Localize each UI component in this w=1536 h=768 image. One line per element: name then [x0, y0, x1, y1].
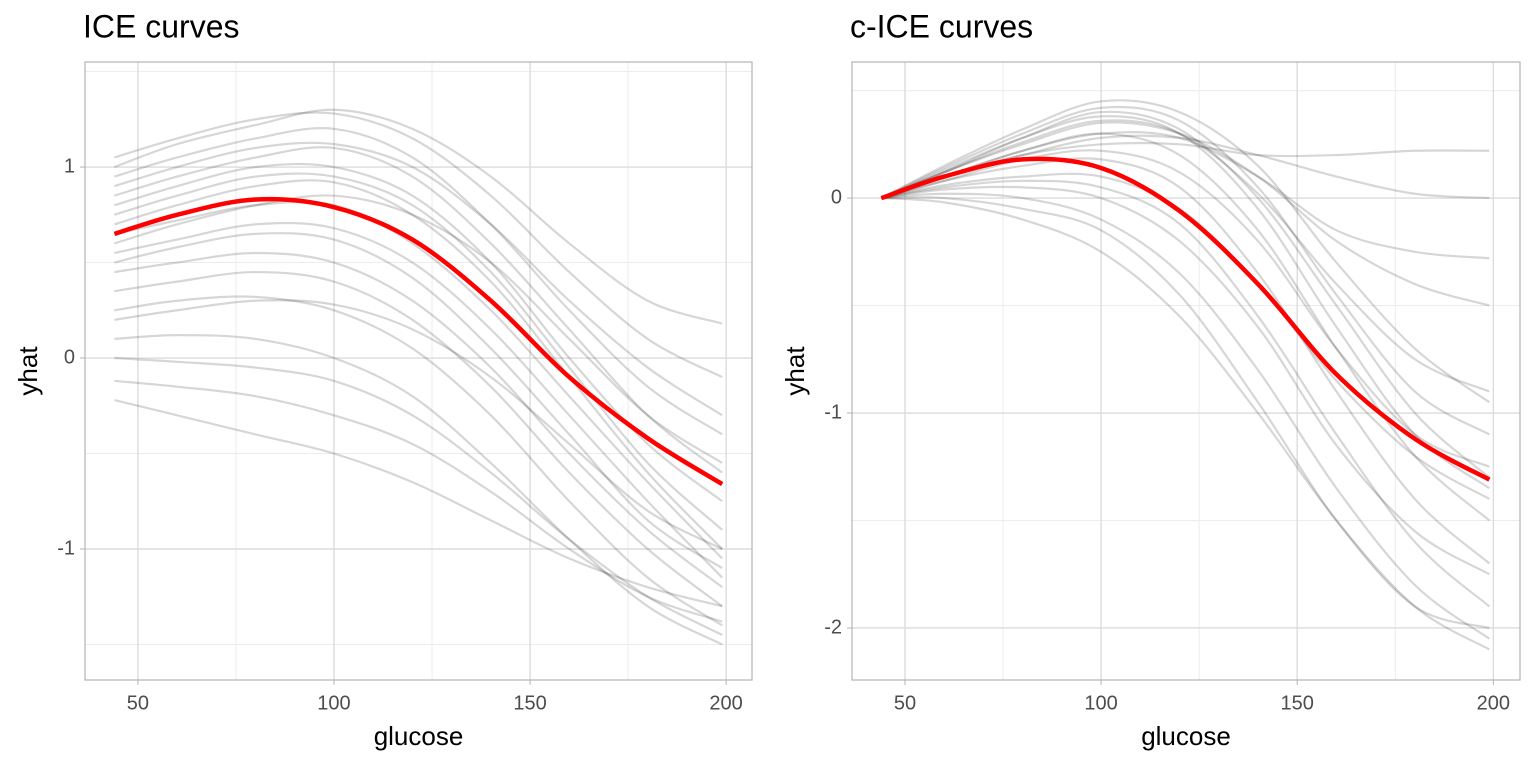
- ice-curve: [881, 179, 1491, 608]
- ice-curve: [114, 172, 723, 531]
- x-tick-label: 100: [317, 692, 350, 714]
- ice-curve: [880, 115, 1491, 490]
- ice-curve: [114, 398, 723, 608]
- ice-curve: [881, 121, 1490, 307]
- y-tick-label: -2: [824, 616, 842, 638]
- ice-curve: [881, 192, 1491, 640]
- panel: 50 100 150 200 -1 0 1 ICE curves glucose yhat: [13, 8, 753, 751]
- ice-curve: [114, 333, 723, 646]
- ice-curve: [881, 172, 1490, 500]
- ice-curve: [114, 127, 723, 436]
- panel: 50 100 150 200 -2 -1 0 c-ICE curves glucose yhat: [780, 8, 1521, 751]
- y-tick-label: 0: [64, 346, 75, 368]
- y-tick-label: 0: [831, 186, 842, 208]
- ice-curve: [880, 105, 1490, 436]
- y-tick-label: 1: [64, 155, 75, 177]
- ice-curve: [881, 149, 1490, 468]
- x-tick-label: 150: [1281, 692, 1314, 714]
- ice-curve: [880, 99, 1491, 404]
- ice-curve: [881, 132, 1491, 522]
- ice-curve: [114, 356, 723, 636]
- mean-curve: [113, 196, 724, 486]
- ice-curve: [114, 221, 723, 579]
- ice-curve: [114, 270, 723, 608]
- x-tick-label: 200: [1477, 692, 1510, 714]
- lines: [113, 108, 724, 646]
- ice-curve: [881, 196, 1490, 630]
- ice-curve: [114, 232, 723, 570]
- y-tick-label: -1: [57, 537, 75, 559]
- panel-border: [851, 61, 1521, 681]
- ice-curve: [114, 295, 723, 627]
- ice-curve: [114, 194, 723, 464]
- ice-curve: [114, 141, 723, 417]
- y-tick-label: -1: [824, 401, 842, 423]
- x-tick-label: 100: [1084, 692, 1117, 714]
- panel-border: [84, 61, 753, 681]
- ice-curve: [881, 157, 1491, 565]
- x-axis-label: glucose: [1141, 721, 1231, 751]
- ice-curve: [114, 251, 723, 589]
- chart-title: c-ICE curves: [850, 8, 1033, 44]
- ice-curve: [114, 179, 723, 550]
- ice-curve: [881, 185, 1490, 576]
- mean-curve: [880, 156, 1491, 482]
- ice-curve: [114, 146, 723, 474]
- x-tick-label: 150: [513, 692, 546, 714]
- x-tick-label: 50: [894, 692, 916, 714]
- ice-curve: [114, 379, 723, 623]
- ice-curve: [881, 119, 1490, 393]
- lines: [880, 99, 1491, 651]
- ice-curve: [114, 111, 723, 379]
- x-tick-label: 200: [709, 692, 742, 714]
- y-axis-label: yhat: [780, 346, 810, 396]
- chart-title: ICE curves: [83, 8, 239, 44]
- ice-curve: [114, 108, 723, 325]
- ice-curve: [881, 110, 1491, 479]
- ice-curve: [114, 299, 723, 550]
- ice-curve: [114, 200, 723, 560]
- ice-curve: [881, 196, 1490, 651]
- y-axis-label: yhat: [13, 346, 43, 396]
- x-axis-label: glucose: [374, 721, 464, 751]
- x-tick-label: 50: [127, 692, 149, 714]
